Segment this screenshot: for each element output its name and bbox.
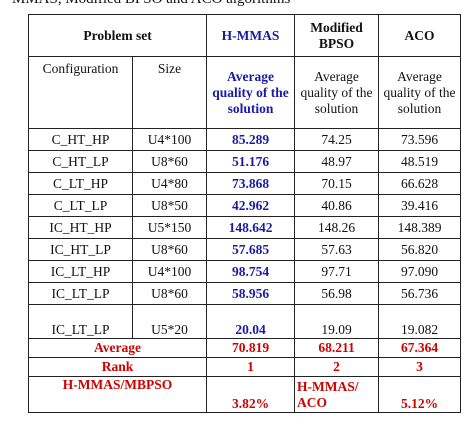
row-hmmas: 20.04 <box>206 304 296 339</box>
row-size: U4*80 <box>131 172 208 195</box>
comparison-label-mbpso: H-MMAS/MBPSO <box>27 376 208 413</box>
table-row: C_HT_HP U4*100 85.289 74.25 73.596 <box>28 128 462 151</box>
row-config: IC_LT_HP <box>28 260 133 283</box>
row-mbpso: 48.97 <box>294 150 380 173</box>
header-aco: ACO <box>378 14 462 57</box>
row-size: U4*100 <box>131 128 208 151</box>
comparison-value-aco: 5.12% <box>378 376 462 413</box>
row-hmmas: 85.289 <box>206 128 296 151</box>
row-mbpso: 19.09 <box>294 304 380 339</box>
row-hmmas: 148.642 <box>206 216 296 239</box>
comparison-row: H-MMAS/MBPSO 3.82% H-MMAS/ ACO 5.12% <box>27 376 462 413</box>
average-aco: 67.364 <box>378 338 462 358</box>
row-mbpso: 40.86 <box>294 194 380 217</box>
row-mbpso: 56.98 <box>294 282 380 305</box>
results-table: Problem set H-MMAS Modified BPSO ACO Con… <box>27 14 462 413</box>
row-config: IC_HT_LP <box>28 238 133 261</box>
row-config: C_LT_LP <box>28 194 133 217</box>
row-aco: 56.820 <box>378 238 462 261</box>
row-size: U8*60 <box>131 238 208 261</box>
subheader-hmmas: Average quality of the solution <box>206 56 296 129</box>
row-size: U8*50 <box>131 194 208 217</box>
rank-label: Rank <box>27 357 208 377</box>
row-mbpso: 57.63 <box>294 238 380 261</box>
comparison-value-mbpso: 3.82% <box>206 376 296 413</box>
subheader-config: Configuration <box>28 56 133 129</box>
rank-hmmas: 1 <box>206 357 296 377</box>
row-hmmas: 98.754 <box>206 260 296 283</box>
header-problem-set: Problem set <box>27 14 208 57</box>
row-mbpso: 97.71 <box>294 260 380 283</box>
row-aco: 148.389 <box>378 216 462 239</box>
subheader-row: Configuration Size Average quality of th… <box>28 56 462 129</box>
table-row: C_HT_LP U8*60 51.176 48.97 48.519 <box>28 150 462 173</box>
table-row: IC_LT_LP U8*60 58.956 56.98 56.736 <box>28 282 462 305</box>
row-mbpso: 74.25 <box>294 128 380 151</box>
row-aco: 48.519 <box>378 150 462 173</box>
row-hmmas: 73.868 <box>206 172 296 195</box>
row-aco: 97.090 <box>378 260 462 283</box>
row-aco: 56.736 <box>378 282 462 305</box>
row-aco: 39.416 <box>378 194 462 217</box>
table-row: IC_HT_LP U8*60 57.685 57.63 56.820 <box>28 238 462 261</box>
row-size: U8*60 <box>131 150 208 173</box>
row-aco: 73.596 <box>378 128 462 151</box>
row-hmmas: 58.956 <box>206 282 296 305</box>
subheader-mbpso: Average quality of the solution <box>294 56 380 129</box>
row-size: U4*100 <box>131 260 208 283</box>
average-hmmas: 70.819 <box>206 338 296 358</box>
row-config: IC_HT_HP <box>28 216 133 239</box>
row-size: U5*150 <box>131 216 208 239</box>
row-config: C_HT_LP <box>28 150 133 173</box>
comparison-label-aco: H-MMAS/ ACO <box>294 376 380 413</box>
rank-aco: 3 <box>378 357 462 377</box>
average-label: Average <box>27 338 208 358</box>
row-config: IC_LT_LP <box>28 304 133 339</box>
table-caption: MMAS, Modified BPSO and ACO algorithms <box>12 0 452 8</box>
table-row: IC_LT_LP U5*20 20.04 19.09 19.082 <box>28 304 462 339</box>
row-mbpso: 148.26 <box>294 216 380 239</box>
table-row: C_LT_HP U4*80 73.868 70.15 66.628 <box>28 172 462 195</box>
row-config: C_HT_HP <box>28 128 133 151</box>
row-config: IC_LT_LP <box>28 282 133 305</box>
subheader-size: Size <box>131 56 208 129</box>
header-row: Problem set H-MMAS Modified BPSO ACO <box>27 14 462 57</box>
row-hmmas: 42.962 <box>206 194 296 217</box>
row-config: C_LT_HP <box>28 172 133 195</box>
row-size: U5*20 <box>131 304 208 339</box>
row-mbpso: 70.15 <box>294 172 380 195</box>
row-hmmas: 51.176 <box>206 150 296 173</box>
row-aco: 66.628 <box>378 172 462 195</box>
subheader-aco: Average quality of the solution <box>378 56 462 129</box>
rank-row: Rank 1 2 3 <box>27 357 462 377</box>
row-size: U8*60 <box>131 282 208 305</box>
average-row: Average 70.819 68.211 67.364 <box>27 338 462 358</box>
rank-mbpso: 2 <box>294 357 380 377</box>
average-mbpso: 68.211 <box>294 338 380 358</box>
row-aco: 19.082 <box>378 304 462 339</box>
header-mbpso: Modified BPSO <box>294 14 380 57</box>
table-row: IC_LT_HP U4*100 98.754 97.71 97.090 <box>28 260 462 283</box>
table-row: IC_HT_HP U5*150 148.642 148.26 148.389 <box>28 216 462 239</box>
header-hmmas: H-MMAS <box>206 14 296 57</box>
table-row: C_LT_LP U8*50 42.962 40.86 39.416 <box>28 194 462 217</box>
row-hmmas: 57.685 <box>206 238 296 261</box>
